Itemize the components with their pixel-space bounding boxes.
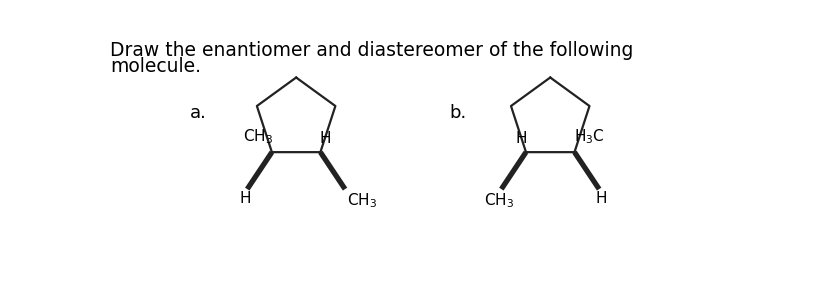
Text: Draw the enantiomer and diastereomer of the following: Draw the enantiomer and diastereomer of … — [110, 41, 634, 60]
Text: H: H — [595, 191, 607, 206]
Text: H: H — [515, 131, 527, 146]
Text: molecule.: molecule. — [110, 57, 201, 76]
Text: $\mathregular{H_3C}$: $\mathregular{H_3C}$ — [574, 127, 605, 146]
Text: $\mathregular{CH_3}$: $\mathregular{CH_3}$ — [347, 191, 378, 210]
Text: H: H — [319, 131, 331, 146]
Text: $\mathregular{CH_3}$: $\mathregular{CH_3}$ — [243, 127, 273, 146]
Text: H: H — [239, 191, 251, 206]
Text: $\mathregular{CH_3}$: $\mathregular{CH_3}$ — [484, 191, 514, 210]
Text: b.: b. — [449, 104, 466, 122]
Text: a.: a. — [189, 104, 206, 122]
